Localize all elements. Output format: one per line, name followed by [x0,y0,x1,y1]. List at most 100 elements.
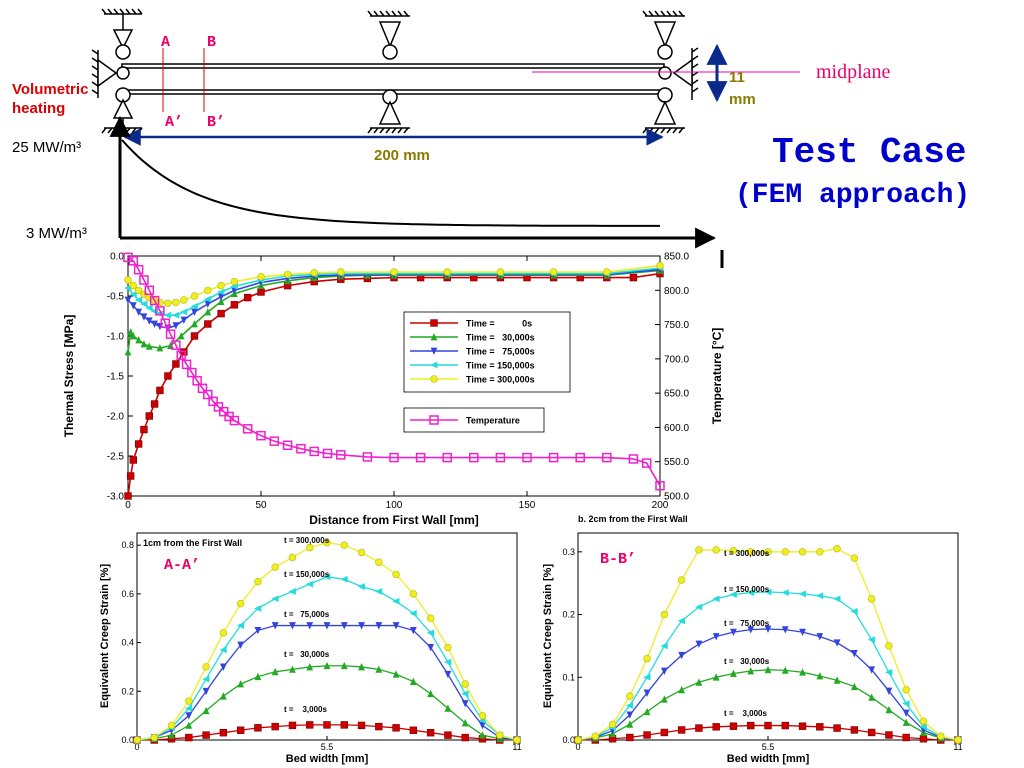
b-series-point-2 [764,625,772,633]
main-series-point-3 [190,303,198,310]
main-series-point-4 [164,299,172,307]
a-y-tick-label: 0.0 [121,735,134,745]
main-series-point-3 [145,304,153,312]
main-series-point-2 [140,313,148,321]
b-series-point-0 [677,726,686,734]
b-y-tick-label: 0.2 [562,610,575,620]
a-series-point-3 [392,597,400,605]
creep-strain-chart-b: 0 5.5 11 0.0 0.1 0.2 0.3 b. 2cm from the First… [542,514,963,765]
b-series-point-4 [833,544,841,553]
a-series-point-2 [461,700,469,708]
temperature-legend: Temperature [410,415,520,426]
b-series-point-3 [850,608,858,615]
main-series-point-4 [190,292,199,300]
main-series-point-0 [134,440,143,448]
main-series-point-1 [191,320,198,328]
legend-marker-2 [430,347,438,355]
b-series-point-2 [730,628,737,637]
main-series-point-3 [179,308,188,316]
b-series-point-4 [695,546,703,554]
main-series-point-0 [129,456,138,464]
a-x-tick-label: 11 [512,742,521,752]
main-series-point-5 [160,318,170,328]
a-series-point-4 [478,711,487,720]
main-series-point-4 [390,268,398,276]
main-series-point-4 [230,277,239,286]
b-series-point-0 [850,726,859,734]
legend-marker-1 [430,333,438,341]
main-series-point-2 [129,302,137,310]
a-series-point-2 [254,627,262,635]
a-y-tick-label: 0.4 [121,638,134,648]
main-series-point-1 [204,308,212,316]
main-legend: Time = 0s Time = 30,000s Time = 75,000s Tim… [410,319,535,385]
main-series-point-0 [230,301,239,309]
a-series-point-1 [185,721,193,729]
a-series-point-4 [513,736,521,744]
b-series-point-1 [902,718,910,726]
a-series-point-3 [461,690,469,698]
b-series-point-4 [643,654,651,663]
a-y-tick-label: 0.6 [121,589,134,599]
b-series-point-2 [660,667,668,675]
a-y-tick-label: 0.2 [121,686,134,696]
section-a-label: A [161,34,170,51]
b-series-point-1 [643,707,651,716]
legend-label-2: Time = 75,000s [466,347,535,357]
b-series-point-3 [729,591,737,598]
b-series-point-4 [729,546,738,555]
main-series-point-1 [127,328,135,336]
heating-high-label: 25 MW/m³ [12,139,81,156]
a-series-point-0 [202,731,210,739]
legend-temperature-label: Temperature [466,416,520,426]
a-x-tick-label: 5.5 [321,742,334,752]
main-y-axis-label: Thermal Stress [MPa] [62,315,76,438]
main-series-point-5 [203,389,213,400]
main-series-point-5 [155,306,165,316]
a-series-point-0 [444,731,452,739]
a-series-point-1 [254,672,262,681]
b-x-tick-label: 0 [575,742,580,752]
main-y2-axis-label: Temperature [°C] [710,328,724,425]
b-series-point-0 [833,724,841,732]
a-series-point-1 [289,665,296,673]
b-series-point-0 [798,722,807,730]
chart-a-title: 1cm from the First Wall [143,538,242,548]
a-series-point-3 [340,575,348,583]
main-series-point-5 [197,383,208,394]
length-label: 200 mm [374,147,430,164]
b-series-point-2 [833,639,841,647]
a-series-point-0 [461,733,469,742]
main-series-point-3 [140,300,148,308]
main-series-point-0 [140,425,148,434]
a-series-point-2 [289,622,296,630]
main-series-point-2 [145,317,153,325]
heating-label-line1: Volumetric [12,81,88,98]
a-x-tick-label: 0 [134,742,139,752]
a-series-point-2 [392,622,400,630]
a-series-point-0 [323,721,331,729]
main-x-tick-label: 100 [386,500,403,511]
a-series-point-4 [323,539,331,547]
main-series-point-2 [172,322,180,330]
a-series-point-0 [236,726,245,734]
main-series-point-0 [217,309,225,318]
a-series-point-2 [479,721,486,730]
main-series-point-5 [309,446,319,457]
main-series-point-4 [310,269,318,277]
b-series-point-0 [729,722,738,730]
main-series-point-1 [177,332,185,340]
b-series-point-2 [816,633,824,641]
main-y-tick-label: -3.0 [107,492,125,503]
a-series-point-3 [254,605,262,612]
main-series-point-5 [242,424,253,434]
a-series-point-4 [288,553,297,562]
a-series-point-2 [409,627,417,635]
main-series-point-0 [244,293,252,302]
midplane-label: midplane [816,61,891,83]
b-series-point-4 [591,732,599,740]
b-series-point-3 [919,723,927,731]
main-series-point-4 [204,286,212,295]
legend-label-3: Time = 150,000s [466,361,535,371]
legend-marker-4 [430,375,438,383]
